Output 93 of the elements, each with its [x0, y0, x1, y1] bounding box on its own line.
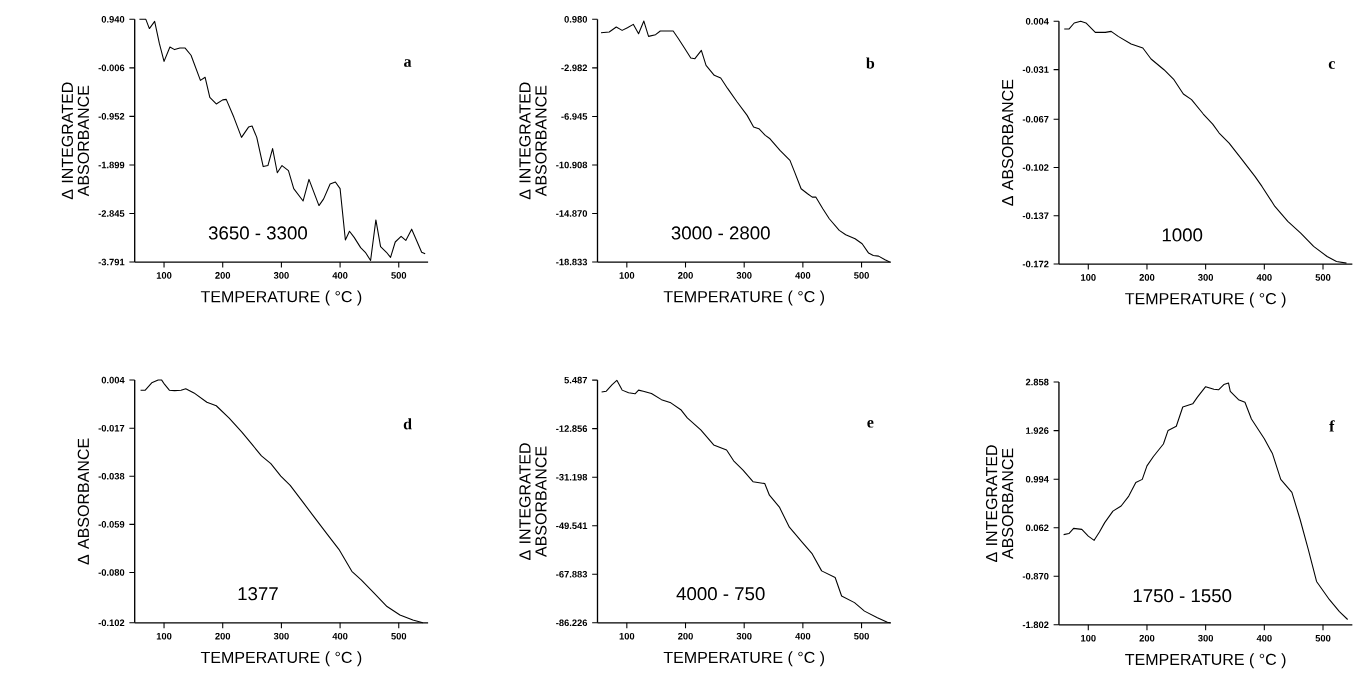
annotation: 1750 - 1550 [1133, 588, 1232, 603]
y-tick-label: -1.802 [1022, 621, 1049, 629]
x-tick-label: 500 [854, 272, 869, 279]
y-tick-label: -12.856 [556, 425, 588, 432]
y-tick-label: -1.899 [98, 161, 125, 169]
x-axis-title: TEMPERATURE ( °C ) [200, 651, 362, 667]
annotation: c [1328, 61, 1335, 69]
x-axis-title: TEMPERATURE ( °C ) [663, 651, 825, 667]
y-tick-label: 0.994 [1025, 475, 1049, 483]
y-tick-label: 5.487 [564, 376, 588, 384]
y-tick-label: 0.062 [1025, 524, 1049, 531]
line-series [138, 18, 426, 261]
y-tick-label: -0.870 [1022, 572, 1049, 580]
x-tick-label: 100 [619, 632, 635, 640]
annotation: 4000 - 750 [676, 586, 765, 601]
annotation: e [867, 419, 874, 428]
x-tick-label: 400 [332, 272, 348, 279]
y-tick-label: -2.845 [98, 210, 125, 217]
annotation: 3650 - 3300 [208, 226, 308, 240]
y-tick-label: -0.172 [1022, 260, 1049, 268]
x-axis-title: TEMPERATURE ( °C ) [200, 290, 362, 306]
x-tick-label: 500 [391, 272, 407, 279]
y-tick-label: -0.038 [98, 472, 125, 480]
y-tick-label: -2.982 [561, 64, 588, 72]
annotation: b [866, 57, 875, 69]
x-tick-label: 200 [1139, 274, 1155, 281]
x-tick-label: 300 [736, 632, 752, 640]
y-tick-label: 2.858 [1025, 378, 1049, 386]
y-tick-label: -18.833 [556, 258, 588, 266]
x-tick-label: 400 [795, 272, 811, 279]
x-tick-label: 200 [215, 272, 231, 279]
y-tick-label: -31.198 [556, 473, 588, 481]
y-tick-label: -6.945 [561, 113, 588, 120]
y-tick-label: -0.102 [98, 619, 125, 627]
y-axis-title: Δ INTEGRATED ABSORBANCE [61, 82, 90, 200]
x-tick-label: 200 [215, 632, 231, 640]
annotation: 1000 [1162, 228, 1203, 242]
x-tick-label: 100 [156, 632, 172, 640]
x-tick-label: 500 [1315, 634, 1331, 642]
y-axis-title: Δ ABSORBANCE [77, 438, 90, 565]
y-axis-title: Δ INTEGRATED ABSORBANCE [519, 443, 547, 560]
y-axis-title: Δ ABSORBANCE [1001, 79, 1014, 206]
x-tick-label: 300 [273, 272, 289, 279]
y-tick-label: -49.541 [556, 522, 588, 529]
y-tick-label: -67.883 [556, 570, 588, 578]
x-axis-title: TEMPERATURE ( °C ) [1125, 292, 1286, 308]
line-series [1063, 20, 1348, 264]
y-tick-label: 1.926 [1026, 427, 1049, 434]
y-axis-title: Δ INTEGRATED ABSORBANCE [519, 82, 547, 200]
y-axis-title: Δ INTEGRATED ABSORBANCE [985, 445, 1014, 562]
annotation: 3000 - 2800 [671, 226, 770, 240]
x-tick-label: 400 [1256, 274, 1272, 281]
y-tick-label: 0.004 [1025, 17, 1049, 25]
annotation: 1377 [238, 586, 278, 601]
y-tick-label: -0.017 [98, 424, 125, 432]
x-tick-label: 100 [1081, 634, 1096, 642]
y-tick-label: -0.059 [98, 520, 125, 528]
x-tick-label: 200 [1139, 634, 1155, 642]
y-tick-label: -0.137 [1022, 212, 1049, 220]
y-tick-label: -0.006 [98, 64, 125, 72]
x-tick-label: 300 [1198, 274, 1214, 281]
annotation: a [404, 59, 412, 67]
x-tick-label: 500 [854, 632, 869, 640]
y-tick-label: -0.952 [98, 113, 125, 120]
x-tick-label: 400 [795, 632, 811, 640]
x-tick-label: 500 [1315, 274, 1331, 281]
y-tick-label: -0.031 [1022, 66, 1049, 73]
y-tick-label: -0.067 [1022, 115, 1049, 123]
x-axis-title: TEMPERATURE ( °C ) [663, 290, 825, 306]
y-tick-label: -3.791 [98, 258, 125, 266]
x-tick-label: 300 [1198, 634, 1214, 642]
y-tick-label: -10.908 [556, 161, 588, 169]
y-tick-label: -14.870 [556, 210, 588, 217]
x-tick-label: 100 [1081, 274, 1096, 281]
annotation: f [1329, 420, 1335, 432]
x-axis-title: TEMPERATURE ( °C ) [1125, 653, 1286, 669]
x-tick-label: 300 [273, 632, 289, 640]
y-tick-label: 0.004 [101, 376, 125, 384]
y-tick-label: -86.226 [556, 619, 588, 627]
x-tick-label: 100 [619, 272, 635, 279]
x-tick-label: 200 [678, 272, 693, 279]
x-tick-label: 300 [736, 272, 752, 279]
y-tick-label: 0.940 [101, 15, 125, 23]
line-series [1063, 382, 1349, 620]
annotation: d [403, 418, 412, 430]
x-tick-label: 100 [156, 272, 172, 279]
y-tick-label: -0.080 [98, 569, 125, 576]
x-tick-label: 400 [1256, 634, 1272, 642]
x-tick-label: 500 [391, 632, 407, 640]
y-tick-label: 0.980 [564, 15, 588, 23]
x-tick-label: 200 [678, 632, 693, 640]
x-tick-label: 400 [332, 632, 348, 640]
y-tick-label: -0.102 [1022, 164, 1049, 171]
